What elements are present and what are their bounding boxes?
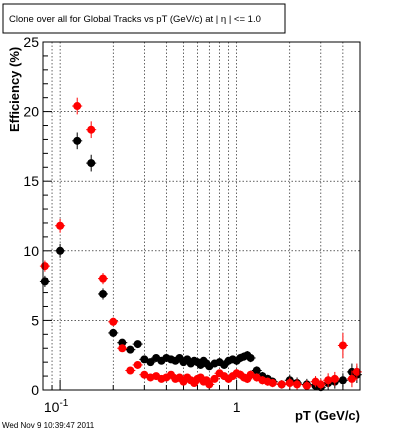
data-point — [252, 366, 261, 375]
data-point — [126, 345, 135, 354]
data-point — [73, 102, 82, 111]
x-tick-label: 10-1 — [44, 398, 69, 415]
data-point — [99, 274, 108, 283]
data-point — [324, 376, 333, 385]
data-point — [338, 376, 347, 385]
series-0 — [39, 132, 362, 392]
data-point — [246, 370, 255, 379]
data-point — [118, 344, 127, 353]
data-point — [118, 338, 127, 347]
y-tick-label: 15 — [23, 173, 39, 189]
series-layer — [39, 97, 362, 392]
series-1 — [39, 97, 362, 390]
plot-frame — [42, 41, 361, 391]
data-point — [56, 221, 65, 230]
data-point — [347, 374, 356, 383]
data-point — [99, 289, 108, 298]
data-point — [277, 380, 286, 389]
data-point — [133, 340, 142, 349]
y-tick-label: 20 — [23, 104, 39, 120]
data-point — [140, 355, 149, 364]
data-point — [133, 360, 142, 369]
data-point — [210, 374, 219, 383]
data-point — [87, 125, 96, 134]
data-point — [56, 246, 65, 255]
data-point — [73, 136, 82, 145]
y-tick-label: 10 — [23, 243, 39, 259]
data-point — [109, 328, 118, 337]
timestamp: Wed Nov 9 10:39:47 2011 — [2, 421, 95, 430]
y-axis-label: Efficiency (%) — [7, 47, 22, 132]
data-point — [87, 159, 96, 168]
y-tick-label: 5 — [31, 312, 39, 328]
data-point — [268, 379, 277, 388]
x-axis-label: pT (GeV/c) — [295, 408, 360, 423]
data-point — [40, 277, 49, 286]
data-point — [338, 341, 347, 350]
chart-title: Clone over all for Global Tracks vs pT (… — [9, 14, 261, 25]
data-point — [140, 370, 149, 379]
data-point — [246, 353, 255, 362]
data-point — [302, 381, 311, 390]
data-point — [40, 262, 49, 271]
data-point — [205, 380, 214, 389]
grid-layer — [42, 42, 361, 390]
data-point — [109, 317, 118, 326]
data-point — [285, 379, 294, 388]
title-box — [2, 3, 286, 34]
y-tick-label: 25 — [23, 34, 39, 50]
data-point — [126, 366, 135, 375]
data-point — [316, 380, 325, 389]
y-tick-label: 0 — [31, 382, 39, 398]
data-point — [352, 367, 361, 376]
data-point — [146, 358, 155, 367]
data-point — [330, 374, 339, 383]
x-tick-label: 1 — [233, 399, 241, 415]
data-point — [293, 380, 302, 389]
